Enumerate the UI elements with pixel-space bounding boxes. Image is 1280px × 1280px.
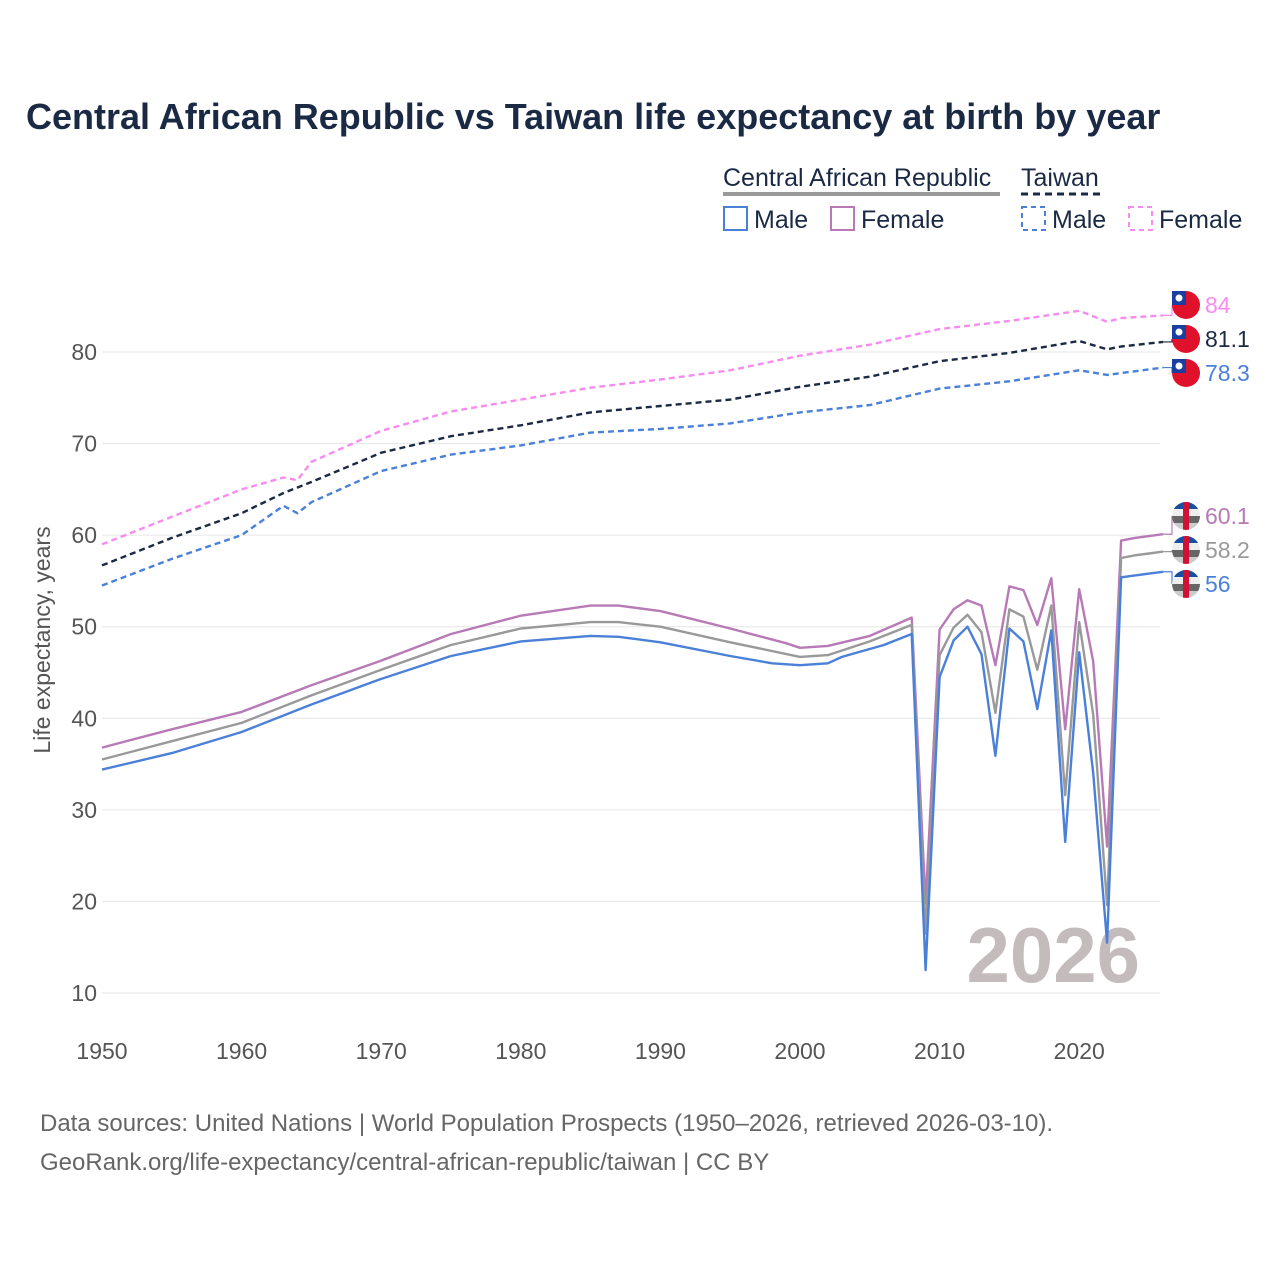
y-tick-label: 80 xyxy=(71,339,97,365)
x-tick-label: 1950 xyxy=(76,1038,127,1064)
end-value-label: 60.1 xyxy=(1205,503,1250,529)
legend-taiwan-female[interactable]: Female xyxy=(1159,206,1242,234)
y-tick-label: 10 xyxy=(71,980,97,1006)
legend-group-car[interactable]: Central African Republic xyxy=(723,164,991,192)
series-line-taiwan xyxy=(101,339,1164,567)
y-tick-label: 20 xyxy=(71,888,97,914)
end-label-connector xyxy=(1162,550,1173,553)
legend-taiwan-male[interactable]: Male xyxy=(1052,206,1106,234)
end-value-label: 78.3 xyxy=(1205,360,1250,386)
y-tick-label: 30 xyxy=(71,797,97,823)
y-tick-label: 70 xyxy=(71,431,97,457)
chart-title: Central African Republic vs Taiwan life … xyxy=(26,96,1160,137)
legend-swatch-car-female xyxy=(830,206,855,231)
end-value-label: 56 xyxy=(1205,571,1231,597)
end-label-connector xyxy=(1162,366,1173,373)
car-flag-icon xyxy=(1172,570,1200,598)
y-tick-label: 40 xyxy=(71,705,97,731)
year-watermark: 2026 xyxy=(966,911,1140,999)
end-value-label: 84 xyxy=(1205,292,1231,318)
y-tick-label: 60 xyxy=(71,522,97,548)
source-line-2[interactable]: GeoRank.org/life-expectancy/central-afri… xyxy=(40,1149,769,1176)
legend-car-female[interactable]: Female xyxy=(861,206,944,234)
end-label-connector xyxy=(1162,305,1173,316)
end-value-label: 81.1 xyxy=(1205,326,1250,352)
end-label-connector xyxy=(1162,339,1173,343)
x-tick-label: 1980 xyxy=(495,1038,546,1064)
series-lines xyxy=(101,309,1164,972)
y-axis-label: Life expectancy, years xyxy=(29,526,55,753)
car-flag-icon xyxy=(1172,536,1200,564)
end-label-connector xyxy=(1162,571,1173,584)
x-tick-label: 1960 xyxy=(216,1038,267,1064)
taiwan-flag-icon xyxy=(1172,325,1200,353)
legend-group-taiwan[interactable]: Taiwan xyxy=(1021,164,1099,192)
y-tick-label: 50 xyxy=(71,614,97,640)
series-line-taiwan-female xyxy=(101,309,1164,546)
y-axis-ticks: 10 20 30 40 50 60 70 80 xyxy=(71,339,97,1006)
source-line-1: Data sources: United Nations | World Pop… xyxy=(40,1110,1053,1137)
legend: Central African Republic Taiwan Male Fem… xyxy=(723,164,1242,234)
end-label-connector xyxy=(1162,516,1173,535)
x-tick-label: 1970 xyxy=(356,1038,407,1064)
series-line-central-african-republic-female xyxy=(101,533,1164,905)
end-value-label: 58.2 xyxy=(1205,537,1250,563)
taiwan-flag-icon xyxy=(1172,359,1200,387)
legend-swatch-taiwan-male xyxy=(1021,206,1046,231)
x-tick-label: 2020 xyxy=(1054,1038,1105,1064)
series-line-central-african-republic xyxy=(101,550,1164,935)
x-tick-label: 1990 xyxy=(635,1038,686,1064)
legend-swatch-taiwan-female xyxy=(1128,206,1153,231)
series-line-taiwan-male xyxy=(101,366,1164,587)
series-line-central-african-republic-male xyxy=(101,570,1164,972)
car-flag-icon xyxy=(1172,502,1200,530)
legend-car-male[interactable]: Male xyxy=(754,206,808,234)
taiwan-flag-icon xyxy=(1172,291,1200,319)
x-tick-label: 2000 xyxy=(774,1038,825,1064)
x-tick-label: 2010 xyxy=(914,1038,965,1064)
x-axis-ticks: 1950 1960 1970 1980 1990 2000 2010 2020 xyxy=(76,1038,1104,1064)
legend-swatch-car-male xyxy=(723,206,748,231)
end-labels: 84 81.1 78.3 60.1 58.2 56 xyxy=(1162,291,1250,598)
